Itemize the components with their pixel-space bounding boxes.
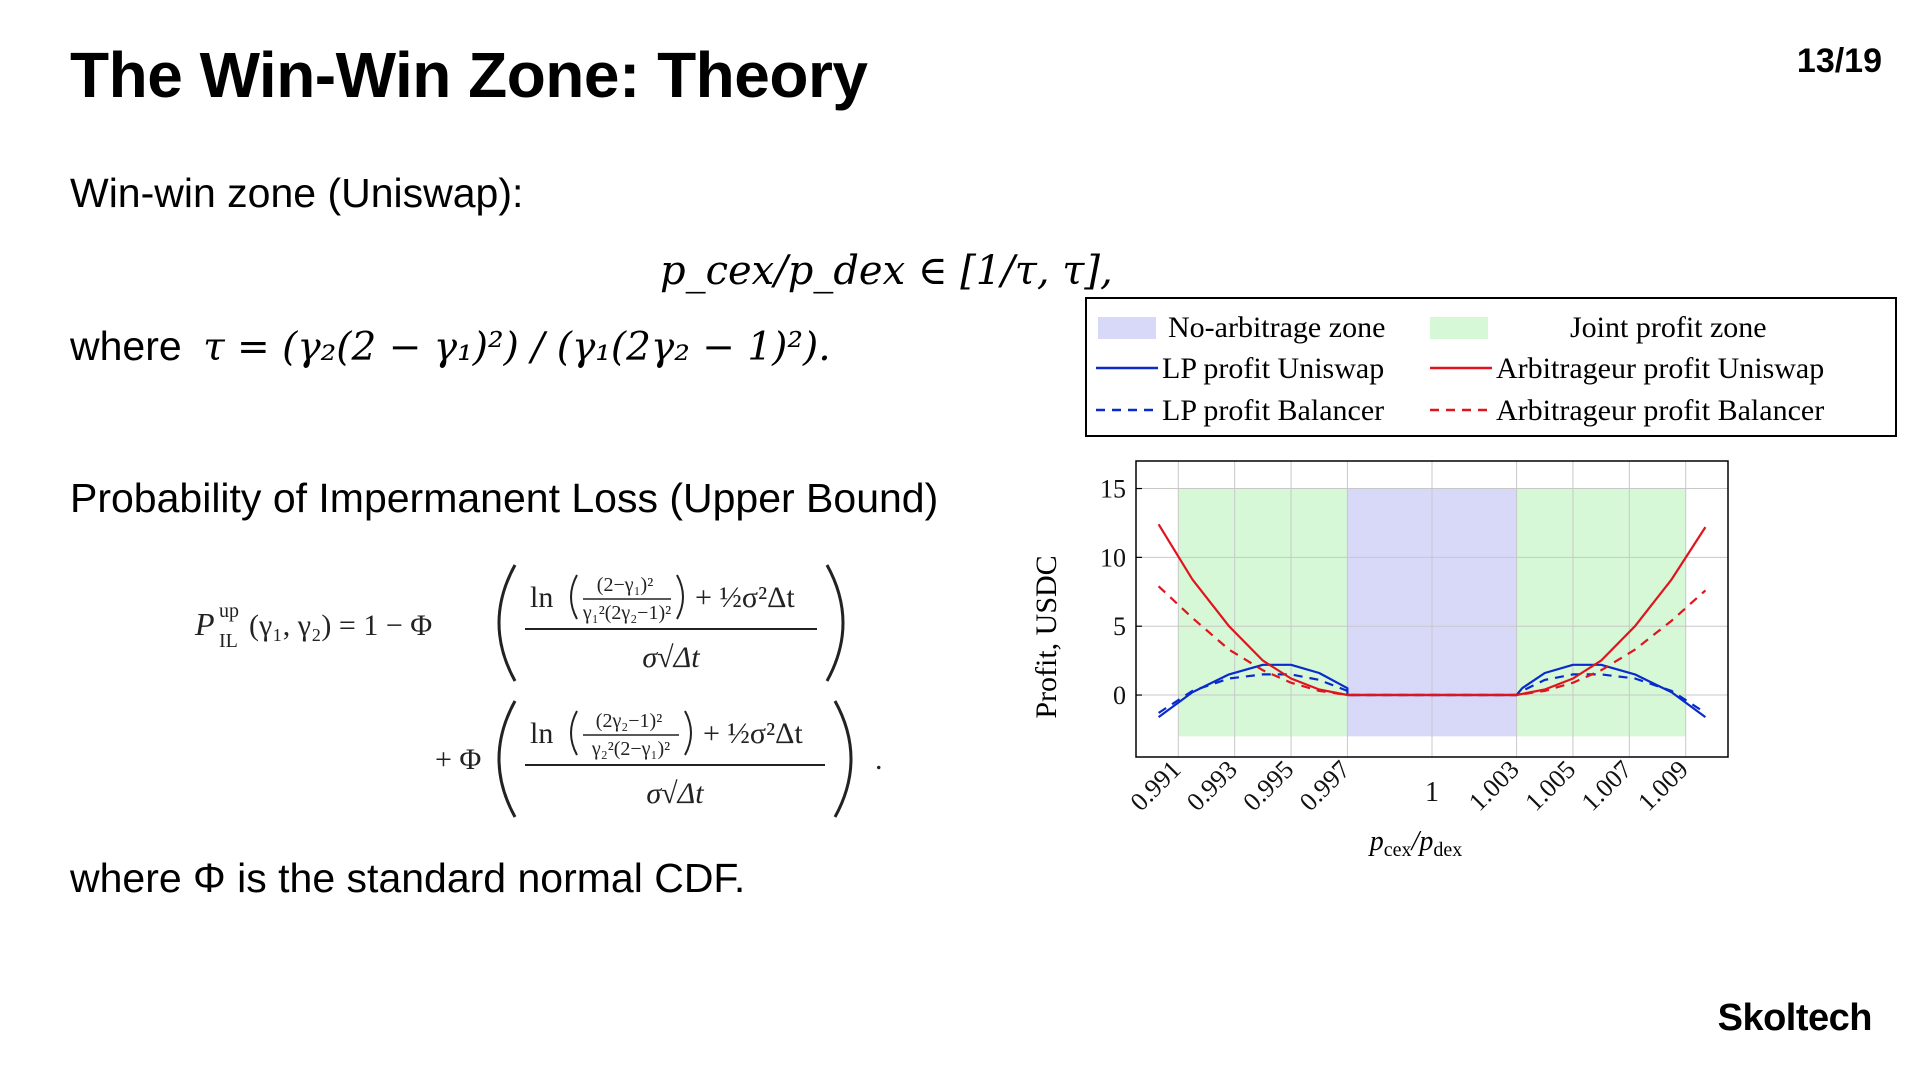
impermanent-loss-formula: P up IL (γ₁, γ₂) = 1 − Φ ln (2−γ₁)² γ₁²(… <box>194 564 883 818</box>
plus-term-2: + ½σ²Δt <box>703 717 803 750</box>
end-dot: . <box>875 743 883 776</box>
frac1-num: (2−γ₁)² <box>597 574 653 596</box>
lhs-p: P <box>194 606 215 642</box>
second-prefix: + Φ <box>435 743 481 776</box>
skoltech-logo: Skoltech <box>1717 997 1873 1039</box>
left-paren-2 <box>497 700 517 818</box>
ln-2: ln <box>530 717 553 750</box>
legend-swatch-no-arb <box>1098 317 1156 339</box>
y-tick-label-2: 10 <box>1100 543 1126 572</box>
zone-formula: p_cex/p_dex ∈ [1/τ, τ], <box>660 248 1113 294</box>
x-tick-label-8: 1.009 <box>1632 755 1694 817</box>
frac2-den: γ₂²(2−γ₁)² <box>591 738 670 760</box>
ln-1: ln <box>530 581 553 614</box>
tau-definition: τ = (γ₂(2 − γ₁)²) / (γ₁(2γ₂ − 1)²). <box>203 325 831 370</box>
page-number: 13/19 <box>1796 42 1882 80</box>
den-2: σ√Δt <box>646 777 704 810</box>
ln-open-2 <box>570 710 578 756</box>
plot-frame <box>1135 460 1729 758</box>
series-line-3 <box>1157 585 1707 697</box>
where-prefix: where <box>70 323 182 369</box>
legend-label-arb-bal: Arbitrageur profit Balancer <box>1496 394 1824 427</box>
y-tick-label-1: 5 <box>1113 612 1126 641</box>
x-tick-label-1: 0.993 <box>1181 755 1243 817</box>
frac1-den: γ₁²(2γ₂−1)² <box>582 602 671 624</box>
slide-title: The Win-Win Zone: Theory <box>70 39 868 111</box>
legend-label-joint: Joint profit zone <box>1570 311 1767 344</box>
legend-label-lp-bal: LP profit Balancer <box>1162 394 1384 427</box>
frac2-num: (2γ₂−1)² <box>596 710 662 732</box>
tau-line: where τ = (γ₂(2 − γ₁)²) / (γ₁(2γ₂ − 1)²)… <box>70 323 831 370</box>
x-tick-label-7: 1.007 <box>1576 755 1638 817</box>
x-tick-label-6: 1.005 <box>1519 755 1581 817</box>
right-paren-2 <box>833 700 853 818</box>
ln-close-1 <box>676 574 684 620</box>
ln-close-2 <box>684 710 692 756</box>
zone-heading: Win-win zone (Uniswap): <box>70 170 524 216</box>
profit-chart: No-arbitrage zone Joint profit zone LP p… <box>1030 297 1897 861</box>
y-tick-label-0: 0 <box>1113 681 1126 710</box>
plus-term-1: + ½σ²Δt <box>695 581 795 614</box>
x-tick-label-4: 1 <box>1425 777 1439 808</box>
lhs-sup: up <box>219 600 239 622</box>
x-tick-label-3: 0.997 <box>1294 755 1356 817</box>
phi-note: where Φ is the standard normal CDF. <box>70 855 746 901</box>
y-axis-label: Profit, USDC <box>1030 555 1063 718</box>
zone-2 <box>1516 488 1686 737</box>
x-tick-label-0: 0.991 <box>1125 755 1187 817</box>
x-tick-label-2: 0.995 <box>1237 755 1299 817</box>
x-tick-label-5: 1.003 <box>1463 755 1525 817</box>
x-axis-label: pcex/pdex <box>1368 826 1462 861</box>
y-tick-label-3: 15 <box>1100 475 1126 504</box>
lhs-sub: IL <box>219 630 238 652</box>
den-1: σ√Δt <box>642 641 700 674</box>
legend-swatch-joint <box>1430 317 1488 339</box>
legend-label-lp-uni: LP profit Uniswap <box>1162 352 1384 385</box>
prob-heading: Probability of Impermanent Loss (Upper B… <box>70 475 939 521</box>
legend-label-no-arb: No-arbitrage zone <box>1168 311 1385 344</box>
lhs-args: (γ₁, γ₂) = 1 − Φ <box>249 609 432 642</box>
right-paren-1 <box>825 564 845 682</box>
ln-open-1 <box>570 574 578 620</box>
legend-label-arb-uni: Arbitrageur profit Uniswap <box>1496 352 1824 385</box>
zone-1 <box>1178 488 1348 737</box>
left-paren-1 <box>497 564 517 682</box>
